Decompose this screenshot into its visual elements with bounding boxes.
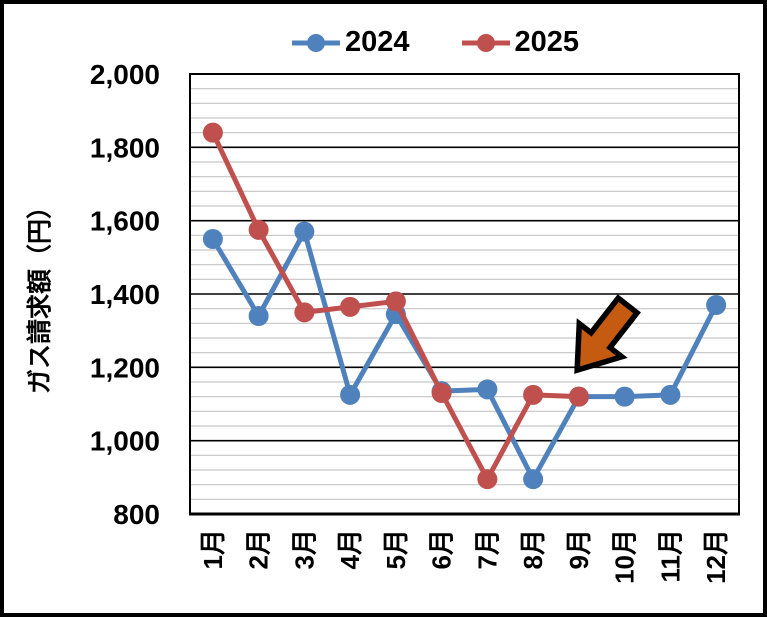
y-axis-title: ガス請求額（円）: [26, 193, 54, 395]
data-point-2024-7: [477, 379, 498, 400]
data-point-2025-8: [523, 384, 544, 405]
y-tick-label: 1,200: [90, 352, 160, 383]
data-point-2025-7: [477, 469, 498, 490]
legend-key-2024-icon: [291, 33, 340, 52]
x-tick-label: 2月: [244, 529, 274, 569]
series-line-2024: [210, 229, 719, 482]
data-point-2025-9: [568, 386, 589, 407]
x-tick-label: 7月: [472, 529, 502, 569]
x-tick-label: 3月: [289, 529, 319, 569]
x-tick-label: 6月: [427, 529, 457, 569]
x-tick-label: 10月: [610, 529, 640, 584]
data-point-2024-12: [706, 295, 727, 315]
y-tick-label: 1,800: [90, 132, 160, 163]
y-tick-label: 800: [113, 499, 160, 530]
data-point-2024-1: [202, 229, 223, 249]
annotation-arrow-icon: [574, 294, 641, 374]
data-point-2024-2: [248, 306, 269, 326]
data-point-2024-11: [660, 384, 681, 405]
data-point-2024-10: [614, 386, 635, 407]
data-point-2025-1: [202, 122, 223, 143]
data-point-2024-4: [340, 384, 361, 405]
legend-item-2025: 2025: [461, 26, 580, 58]
x-tick-label: 5月: [381, 529, 411, 569]
y-tick-label: 2,000: [90, 59, 160, 90]
legend: 2024 2025: [52, 28, 767, 57]
y-tick-label: 1,600: [90, 206, 160, 237]
x-tick-label: 4月: [335, 529, 365, 569]
legend-key-2025-icon: [461, 33, 510, 52]
x-tick-label: 11月: [655, 529, 685, 583]
data-point-2025-5: [385, 291, 406, 312]
data-point-2025-3: [294, 302, 315, 323]
data-point-2024-3: [294, 221, 315, 242]
x-tick-label: 8月: [518, 529, 548, 569]
legend-label-2024: 2024: [344, 26, 410, 58]
y-tick-label: 1,400: [90, 279, 160, 310]
x-tick-label: 12月: [701, 529, 731, 584]
y-tick-label: 1,000: [90, 426, 160, 457]
data-point-2025-6: [431, 383, 452, 403]
data-point-2025-4: [340, 296, 361, 317]
x-tick-label: 9月: [564, 529, 594, 569]
legend-item-2024: 2024: [291, 26, 410, 58]
data-point-2024-8: [523, 469, 544, 490]
data-point-2025-2: [248, 219, 269, 240]
legend-label-2025: 2025: [514, 26, 580, 58]
x-tick-label: 1月: [198, 529, 228, 569]
